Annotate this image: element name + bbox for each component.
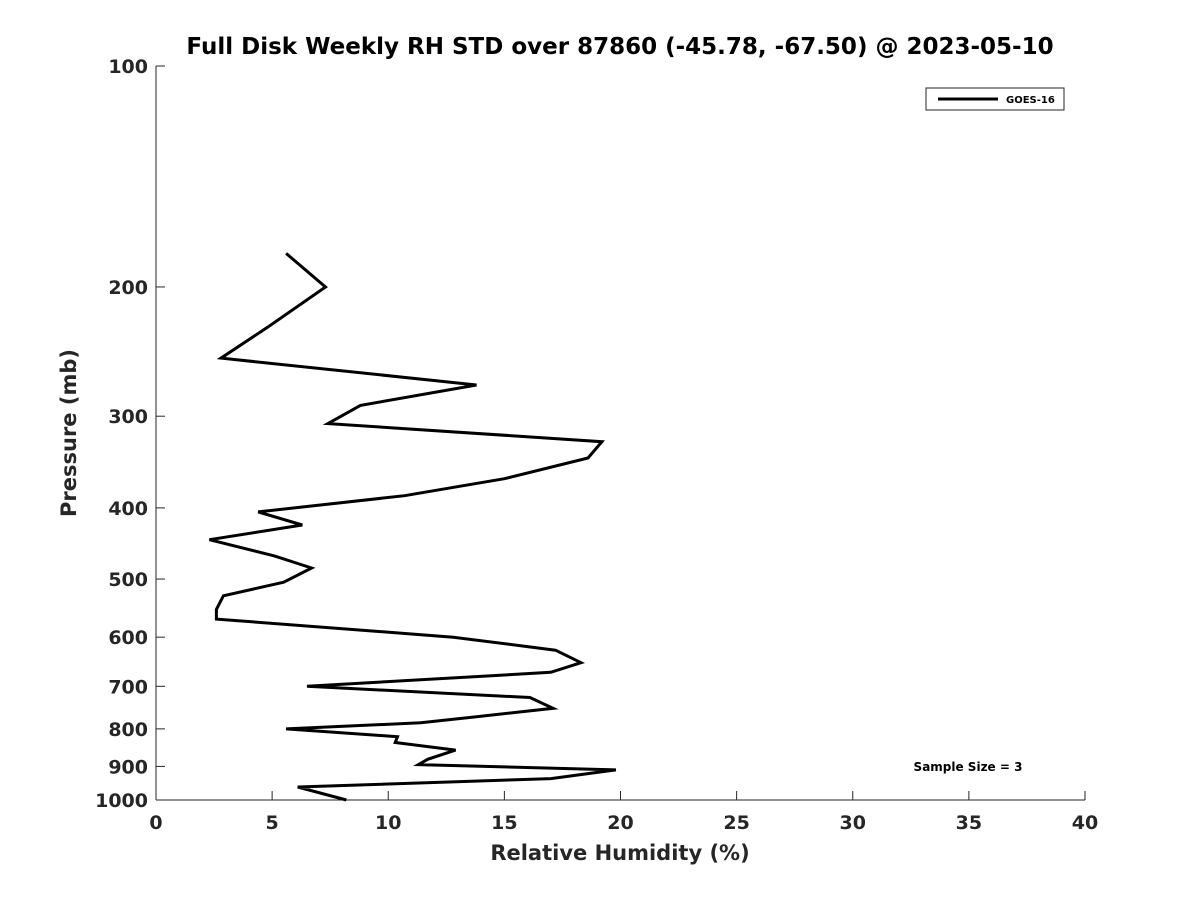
x-tick-label: 25 bbox=[723, 812, 749, 834]
y-tick-label: 500 bbox=[108, 569, 148, 591]
y-ticks: 100 200 300 400 500 600 700 800 900 1000 bbox=[95, 56, 165, 812]
x-tick-label: 30 bbox=[840, 812, 866, 834]
y-tick-label: 700 bbox=[108, 676, 148, 698]
y-tick-label: 1000 bbox=[95, 790, 148, 812]
x-tick-label: 35 bbox=[956, 812, 982, 834]
y-tick-label: 100 bbox=[108, 56, 148, 78]
x-tick-label: 5 bbox=[266, 812, 279, 834]
legend: GOES-16 bbox=[925, 87, 1065, 111]
x-ticks: 0 5 10 15 20 25 30 35 40 bbox=[149, 791, 1098, 834]
y-tick-label: 300 bbox=[108, 406, 148, 428]
x-tick-label: 15 bbox=[491, 812, 517, 834]
x-tick-label: 20 bbox=[607, 812, 633, 834]
y-tick-label: 800 bbox=[108, 719, 148, 741]
x-axis-label: Relative Humidity (%) bbox=[490, 841, 749, 865]
x-tick-label: 10 bbox=[375, 812, 401, 834]
y-tick-label: 600 bbox=[108, 627, 148, 649]
y-tick-label: 400 bbox=[108, 498, 148, 520]
x-tick-label: 40 bbox=[1072, 812, 1098, 834]
series-layer bbox=[209, 252, 617, 802]
chart-title: Full Disk Weekly RH STD over 87860 (-45.… bbox=[186, 34, 1053, 60]
legend-label-goes16: GOES-16 bbox=[1006, 95, 1055, 106]
x-tick-label: 0 bbox=[149, 812, 162, 834]
y-tick-label: 200 bbox=[108, 277, 148, 299]
y-axis-label: Pressure (mb) bbox=[57, 349, 81, 517]
series-line-goes-16 bbox=[209, 252, 617, 802]
sample-size-annotation: Sample Size = 3 bbox=[914, 760, 1023, 774]
y-tick-label: 900 bbox=[108, 756, 148, 778]
